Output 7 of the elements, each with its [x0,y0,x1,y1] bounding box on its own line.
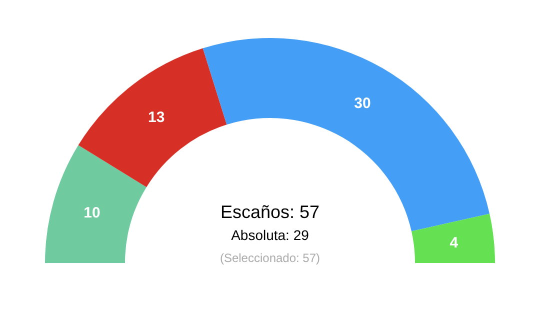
data-label: 4 [450,234,459,252]
text: (Seleccionado: 57) [220,251,320,265]
data-label: 30 [354,94,371,112]
data-label: 10 [84,204,100,222]
text: Escaños: 57 [220,202,320,222]
text: Absoluta: 29 [231,227,310,243]
data-label: 13 [148,109,165,126]
